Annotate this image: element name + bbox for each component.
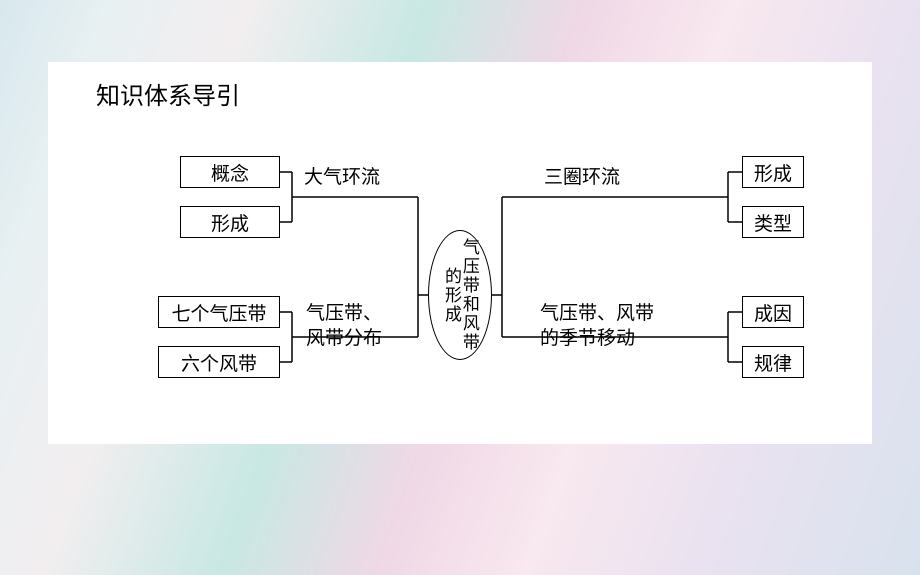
leaf-label: 成因 [754,299,792,326]
branch-label: 气压带、风带 的季节移动 [540,302,654,351]
leaf-label: 形成 [754,159,792,186]
concept-map: 气压带和风带的形成 大气环流 概念 形成 气压带、 风带分布 七个气压带 六个风… [48,62,872,444]
branch-label-line1: 气压带、风带 [540,303,654,324]
leaf-label: 类型 [754,209,792,236]
leaf-box: 类型 [742,206,804,238]
branch-label: 气压带、 风带分布 [306,302,382,351]
leaf-label: 概念 [211,159,249,186]
leaf-box: 六个风带 [158,346,280,378]
leaf-box: 成因 [742,296,804,328]
leaf-box: 七个气压带 [158,296,280,328]
leaf-box: 规律 [742,346,804,378]
leaf-box: 概念 [180,156,280,188]
leaf-label: 形成 [211,209,249,236]
branch-label-line1: 气压带、 [306,303,382,324]
center-node-label: 气压带和风带的形成 [442,231,478,359]
leaf-label: 七个气压带 [171,299,266,326]
branch-label: 大气环流 [304,162,380,189]
leaf-box: 形成 [742,156,804,188]
branch-label-line2: 风带分布 [306,328,382,349]
center-node: 气压带和风带的形成 [428,230,492,360]
leaf-label: 规律 [754,349,792,376]
branch-label: 三圈环流 [544,162,620,189]
branch-label-line2: 的季节移动 [540,328,635,349]
leaf-box: 形成 [180,206,280,238]
content-panel: 知识体系导引 [48,62,872,444]
leaf-label: 六个风带 [181,349,257,376]
